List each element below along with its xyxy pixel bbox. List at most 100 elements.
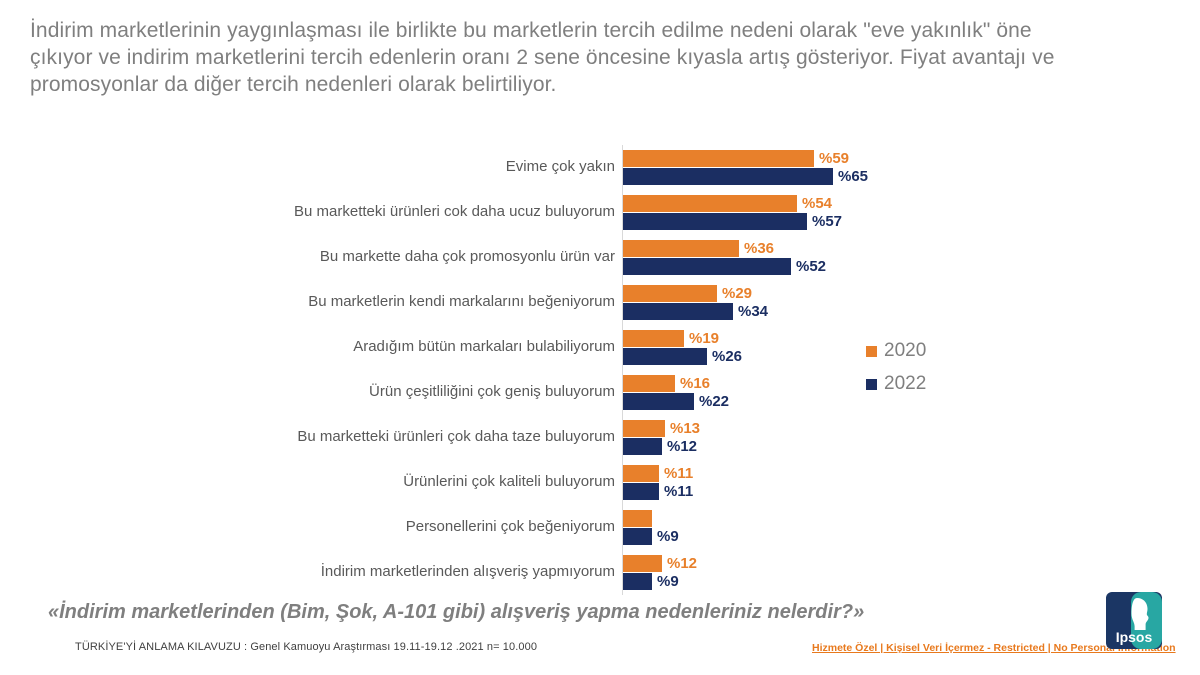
category-label: Evime çok yakın bbox=[505, 158, 615, 176]
bar-line-2022: %26 bbox=[623, 348, 742, 365]
bar-chart: Evime çok yakın %59 %65 Bu marketteki ürünl… bbox=[30, 145, 868, 595]
bar-line-2022: %9 bbox=[623, 528, 679, 545]
value-label-2022: %22 bbox=[699, 393, 730, 410]
legend-label-2022: 2022 bbox=[884, 373, 927, 394]
category-label: Bu marketteki ürünleri cok daha ucuz bul… bbox=[294, 203, 615, 221]
bar-group: %9 bbox=[623, 510, 679, 545]
bar-2020 bbox=[623, 555, 662, 572]
bar-line-2020: %54 bbox=[623, 195, 842, 212]
category-label: Personellerini çok beğeniyorum bbox=[405, 518, 615, 536]
bar-line-2020: %16 bbox=[623, 375, 729, 392]
bar-line-2020: %12 bbox=[623, 555, 697, 572]
category-label: Aradığım bütün markaları bulabiliyorum bbox=[353, 338, 615, 356]
value-label-2020: %13 bbox=[670, 420, 701, 437]
ipsos-logo-graphic: Ipsos bbox=[1106, 592, 1162, 649]
bar-group: %19 %26 bbox=[623, 330, 742, 365]
category-label: Bu marketteki ürünleri çok daha taze bul… bbox=[297, 428, 615, 446]
bar-2020 bbox=[623, 195, 797, 212]
source-note: TÜRKİYE'Yİ ANLAMA KILAVUZU : Genel Kamuo… bbox=[75, 641, 538, 653]
classification-link[interactable]: Hizmete Özel | Kişisel Veri İçermez - Re… bbox=[812, 642, 1176, 654]
bar-line-2022: %12 bbox=[623, 438, 700, 455]
bar-2022 bbox=[623, 213, 807, 230]
chart-row: Ürün çeşitliliğini çok geniş buluyorum %1… bbox=[30, 370, 868, 415]
value-label-2020: %16 bbox=[680, 375, 711, 392]
value-label-2022: %9 bbox=[657, 573, 679, 590]
value-label-2022: %12 bbox=[667, 438, 698, 455]
bar-2020 bbox=[623, 240, 739, 257]
bar-line-2022: %11 bbox=[623, 483, 693, 500]
face-profile-icon bbox=[1131, 598, 1149, 630]
y-axis-line bbox=[622, 145, 623, 595]
chart-row: Bu marketteki ürünleri cok daha ucuz bul… bbox=[30, 190, 868, 235]
bar-group: %29 %34 bbox=[623, 285, 768, 320]
ipsos-logo-text: Ipsos bbox=[1116, 629, 1153, 645]
value-label-2022: %26 bbox=[712, 348, 743, 365]
bar-line-2020 bbox=[623, 510, 679, 527]
category-label: Bu marketlerin kendi markalarını beğeniy… bbox=[308, 293, 615, 311]
bar-line-2022: %9 bbox=[623, 573, 697, 590]
bar-2020 bbox=[623, 375, 675, 392]
survey-question: «İndirim marketlerinden (Bim, Şok, A-101… bbox=[48, 601, 865, 623]
bar-line-2020: %13 bbox=[623, 420, 700, 437]
bar-line-2022: %57 bbox=[623, 213, 842, 230]
chart-legend: 2020 2022 bbox=[866, 340, 926, 406]
bar-line-2020: %36 bbox=[623, 240, 826, 257]
bar-2020 bbox=[623, 510, 652, 527]
bar-line-2022: %52 bbox=[623, 258, 826, 275]
bar-2020 bbox=[623, 330, 684, 347]
legend-swatch-2022 bbox=[866, 378, 877, 390]
bar-line-2022: %22 bbox=[623, 393, 729, 410]
bar-line-2022: %65 bbox=[623, 168, 868, 185]
bar-group: %13 %12 bbox=[623, 420, 700, 455]
chart-row: Bu marketteki ürünleri çok daha taze bul… bbox=[30, 415, 868, 460]
bar-line-2020: %11 bbox=[623, 465, 693, 482]
legend-item-2020: 2020 bbox=[866, 340, 926, 362]
bar-group: %12 %9 bbox=[623, 555, 697, 590]
bar-2020 bbox=[623, 285, 717, 302]
category-label: Bu markette daha çok promosyonlu ürün va… bbox=[319, 248, 615, 266]
bar-group: %16 %22 bbox=[623, 375, 729, 410]
bar-group: %54 %57 bbox=[623, 195, 842, 230]
bar-2020 bbox=[623, 465, 659, 482]
bar-2020 bbox=[623, 420, 665, 437]
chart-row: Bu marketlerin kendi markalarını beğeniy… bbox=[30, 280, 868, 325]
value-label-2022: %57 bbox=[812, 213, 843, 230]
bar-line-2022: %34 bbox=[623, 303, 768, 320]
bar-line-2020: %19 bbox=[623, 330, 742, 347]
bar-line-2020: %59 bbox=[623, 150, 868, 167]
bar-2022 bbox=[623, 528, 652, 545]
bar-2022 bbox=[623, 573, 652, 590]
value-label-2020: %36 bbox=[744, 240, 775, 257]
chart-row: İndirim marketlerinden alışveriş yapmıyo… bbox=[30, 550, 868, 595]
value-label-2022: %52 bbox=[796, 258, 827, 275]
chart-row: Evime çok yakın %59 %65 bbox=[30, 145, 868, 190]
chart-row: Bu markette daha çok promosyonlu ürün va… bbox=[30, 235, 868, 280]
ipsos-logo: Ipsos bbox=[1106, 592, 1162, 649]
value-label-2022: %9 bbox=[657, 528, 679, 545]
legend-label-2020: 2020 bbox=[884, 340, 927, 361]
value-label-2020: %19 bbox=[689, 330, 720, 347]
chart-row: Ürünlerini çok kaliteli buluyorum %11 %11 bbox=[30, 460, 868, 505]
value-label-2022: %34 bbox=[738, 303, 769, 320]
value-label-2020: %12 bbox=[667, 555, 698, 572]
bar-group: %11 %11 bbox=[623, 465, 693, 500]
bar-2022 bbox=[623, 348, 707, 365]
category-label: Ürünlerini çok kaliteli buluyorum bbox=[403, 473, 615, 491]
page-title: İndirim marketlerinin yaygınlaşması ile … bbox=[30, 19, 1055, 96]
bar-2022 bbox=[623, 258, 791, 275]
bar-group: %36 %52 bbox=[623, 240, 826, 275]
bar-2022 bbox=[623, 393, 694, 410]
value-label-2022: %65 bbox=[838, 168, 869, 185]
category-label: Ürün çeşitliliğini çok geniş buluyorum bbox=[369, 383, 615, 401]
bar-2022 bbox=[623, 168, 833, 185]
value-label-2020: %11 bbox=[664, 465, 694, 482]
value-label-2020: %59 bbox=[819, 150, 850, 167]
value-label-2022: %11 bbox=[664, 483, 694, 500]
legend-item-2022: 2022 bbox=[866, 373, 926, 395]
bar-2022 bbox=[623, 438, 662, 455]
bar-group: %59 %65 bbox=[623, 150, 868, 185]
bar-2020 bbox=[623, 150, 814, 167]
bar-2022 bbox=[623, 483, 659, 500]
bar-2022 bbox=[623, 303, 733, 320]
